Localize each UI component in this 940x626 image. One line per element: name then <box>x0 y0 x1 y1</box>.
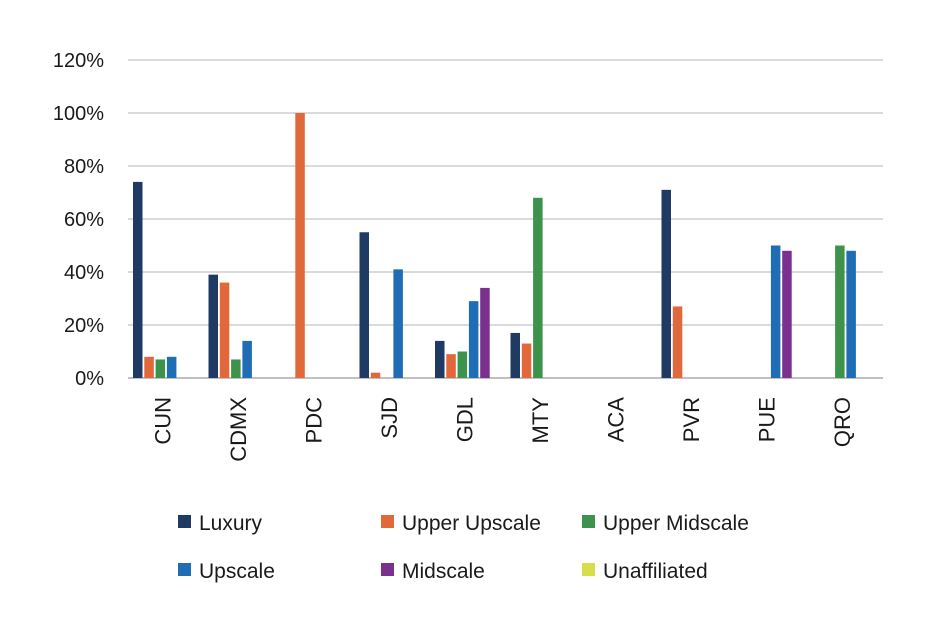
bar-cdmx-upper-upscale <box>219 282 230 378</box>
legend-swatch <box>178 515 191 528</box>
bars <box>133 113 856 378</box>
bar-cdmx-upscale <box>242 340 252 378</box>
x-category-label: CUN <box>150 397 175 445</box>
bar-mty-upper-upscale <box>521 343 532 378</box>
legend-swatch <box>582 515 595 528</box>
y-tick-label: 80% <box>64 156 104 178</box>
bar-qro-upscale <box>846 250 856 378</box>
legend-label: Luxury <box>199 512 263 535</box>
bar-sjd-upper-upscale <box>370 372 381 378</box>
x-category-label: PVR <box>679 397 704 442</box>
bar-cdmx-upper-midscale <box>231 359 241 378</box>
bar-pdc-upper-upscale <box>295 113 305 378</box>
legend: Luxury Upper Upscale Upper Midscale Upscale… <box>178 512 749 583</box>
legend-swatch <box>381 563 394 576</box>
bar-pvr-luxury <box>661 189 671 378</box>
y-tick-label: 60% <box>64 209 104 231</box>
bar-cun-luxury <box>133 181 143 378</box>
bar-gdl-luxury <box>435 340 445 378</box>
legend-label: Unaffiliated <box>603 560 708 583</box>
bar-cun-upper-midscale <box>155 359 166 378</box>
bar-pue-upscale <box>770 245 781 378</box>
x-category-label: PDC <box>301 397 326 444</box>
x-category-label: MTY <box>528 397 553 444</box>
x-category-label: QRO <box>830 397 855 447</box>
x-axis-category-labels: CUN CDMX PDC SJD GDL MTY ACA PVR PUE QRO <box>150 397 855 462</box>
legend-swatch <box>178 563 191 576</box>
bar-cdmx-luxury <box>208 274 218 378</box>
legend-label: Upper Upscale <box>402 512 541 535</box>
bar-mty-upper-midscale <box>533 197 543 378</box>
bar-sjd-upscale <box>393 269 403 378</box>
bar-gdl-upscale <box>468 301 479 378</box>
legend-label: Midscale <box>402 560 485 583</box>
x-category-label: GDL <box>452 397 477 442</box>
bar-pue-midscale <box>782 250 792 378</box>
bar-pvr-upper-upscale <box>672 306 683 378</box>
y-tick-label: 100% <box>53 103 104 125</box>
legend-swatch <box>381 515 394 528</box>
y-tick-label: 120% <box>53 50 104 72</box>
bar-sjd-luxury <box>359 232 369 378</box>
y-tick-label: 20% <box>64 315 104 337</box>
y-tick-label: 0% <box>75 368 104 390</box>
gridlines <box>128 59 883 379</box>
bar-gdl-upper-upscale <box>446 354 456 378</box>
x-category-label: SJD <box>377 397 402 439</box>
x-category-label: PUE <box>754 397 779 442</box>
x-category-label: ACA <box>603 397 628 443</box>
x-category-label: CDMX <box>226 397 251 462</box>
bar-gdl-upper-midscale <box>457 351 468 378</box>
y-tick-label: 40% <box>64 262 104 284</box>
bar-qro-upper-midscale <box>835 245 845 378</box>
bar-cun-upscale <box>166 356 177 378</box>
bar-mty-luxury <box>510 332 520 378</box>
legend-label: Upper Midscale <box>603 512 749 535</box>
y-axis-tick-labels: 0% 20% 40% 60% 80% 100% 120% <box>53 50 104 390</box>
legend-label: Upscale <box>199 560 275 583</box>
bar-cun-upper-upscale <box>144 356 154 378</box>
bar-gdl-midscale <box>480 287 490 378</box>
legend-swatch <box>582 563 595 576</box>
